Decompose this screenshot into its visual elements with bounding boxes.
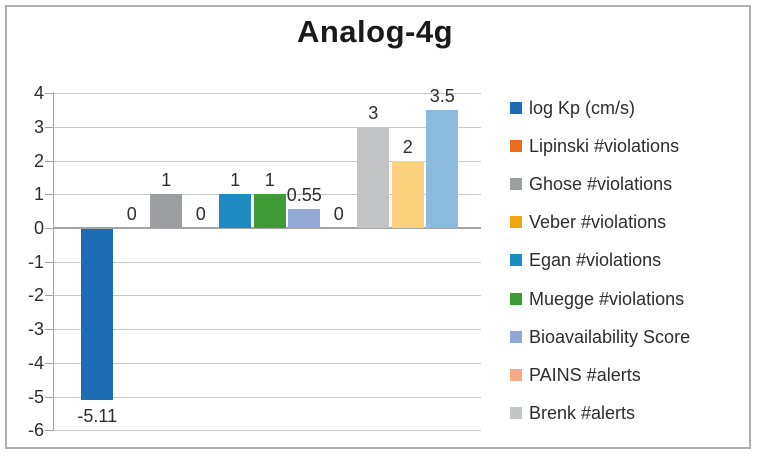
bar bbox=[81, 229, 113, 401]
legend-swatch-icon bbox=[510, 368, 522, 381]
data-label: -5.11 bbox=[77, 406, 118, 427]
bar bbox=[357, 126, 389, 228]
data-label: 3.5 bbox=[429, 86, 455, 107]
legend-label: PAINS #alerts bbox=[529, 364, 641, 385]
y-axis-tick bbox=[45, 160, 53, 162]
y-axis-tick bbox=[45, 194, 53, 196]
y-tick-label: 2 bbox=[33, 150, 44, 171]
y-tick-label: 3 bbox=[33, 116, 44, 137]
data-label: 0 bbox=[195, 204, 206, 224]
legend-swatch-icon bbox=[510, 140, 522, 153]
legend-label: Lipinski #violations bbox=[529, 136, 680, 157]
legend-swatch-icon bbox=[510, 292, 522, 305]
bar bbox=[150, 194, 182, 228]
data-label: 0.55 bbox=[286, 185, 322, 206]
chart-title: Analog-4g bbox=[296, 14, 454, 49]
data-label: 0 bbox=[333, 204, 344, 224]
y-tick-label: 1 bbox=[33, 184, 44, 205]
y-axis-tick bbox=[45, 261, 53, 263]
gridline bbox=[53, 329, 481, 331]
bar bbox=[288, 209, 320, 228]
legend-label: Ghose #violations bbox=[529, 174, 673, 195]
gridline bbox=[53, 126, 481, 128]
y-axis-tick bbox=[45, 295, 53, 297]
y-axis-tick bbox=[45, 126, 53, 128]
bar bbox=[426, 110, 458, 228]
legend-label: Muegge #violations bbox=[529, 288, 685, 309]
data-label: 1 bbox=[230, 170, 241, 191]
data-label: 1 bbox=[264, 170, 275, 191]
zero-gridline bbox=[53, 227, 481, 229]
y-tick-label: -2 bbox=[27, 285, 44, 306]
y-axis-tick bbox=[45, 430, 53, 432]
y-axis-tick bbox=[45, 362, 53, 364]
legend-label: log Kp (cm/s) bbox=[529, 98, 636, 118]
legend-swatch-icon bbox=[510, 102, 522, 114]
data-label: 2 bbox=[402, 136, 413, 157]
y-axis-tick bbox=[45, 93, 53, 95]
legend-label: Bioavailability Score bbox=[529, 326, 691, 347]
data-label: 3 bbox=[368, 102, 379, 123]
y-axis-tick bbox=[45, 396, 53, 398]
bar bbox=[253, 194, 286, 228]
legend-label: Veber #violations bbox=[529, 212, 667, 233]
y-tick-label: -5 bbox=[27, 386, 44, 407]
legend-swatch-icon bbox=[510, 330, 522, 343]
bar bbox=[391, 160, 424, 228]
y-axis-tick bbox=[45, 228, 53, 229]
gridline bbox=[53, 160, 481, 162]
y-axis-tick bbox=[45, 329, 53, 331]
legend-swatch-icon bbox=[510, 216, 522, 229]
gridline bbox=[53, 430, 481, 432]
data-label: 1 bbox=[161, 170, 172, 191]
y-tick-label: -6 bbox=[27, 420, 44, 441]
legend-swatch-icon bbox=[510, 178, 522, 191]
legend-label: Brenk #alerts bbox=[529, 402, 636, 423]
gridline bbox=[53, 261, 481, 263]
y-tick-label: 4 bbox=[33, 83, 44, 104]
bar bbox=[219, 194, 251, 228]
y-tick-label: -3 bbox=[27, 319, 44, 340]
y-tick-label: -4 bbox=[27, 352, 44, 373]
gridline bbox=[53, 93, 481, 95]
data-label: 0 bbox=[126, 204, 137, 224]
gridline bbox=[53, 396, 481, 398]
legend-swatch-icon bbox=[510, 406, 522, 419]
gridline bbox=[53, 362, 481, 364]
legend-label: Egan #violations bbox=[529, 250, 662, 271]
gridline bbox=[53, 295, 481, 297]
y-tick-label: -1 bbox=[27, 251, 44, 272]
y-tick-label: 0 bbox=[33, 218, 44, 238]
y-axis-line bbox=[53, 92, 54, 432]
legend-swatch-icon bbox=[510, 254, 522, 267]
